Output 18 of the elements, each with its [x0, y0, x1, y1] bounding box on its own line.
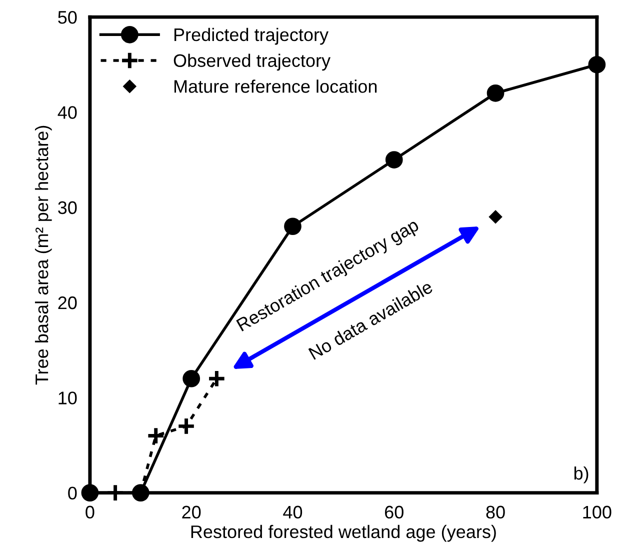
- y-tick-label: 40: [58, 106, 77, 119]
- x-tick-label: 40: [283, 506, 302, 519]
- y-tick-label: 50: [58, 10, 77, 24]
- legend-label: Mature reference location: [174, 80, 377, 93]
- x-tick-label: 60: [385, 506, 404, 519]
- y-tick-label: 20: [58, 296, 77, 310]
- x-tick-label: 0: [86, 506, 94, 519]
- annotation: b): [574, 466, 588, 484]
- x-tick-label: 80: [486, 506, 505, 519]
- legend-label: Predicted trajectory: [174, 28, 329, 45]
- y-axis-title: Tree basal area (m² per hectare): [34, 126, 52, 385]
- x-tick-label: 20: [182, 506, 201, 519]
- y-tick-label: 30: [58, 201, 77, 214]
- y-tick-label: 0: [68, 486, 77, 500]
- x-axis-title: Restored forested wetland age (years): [191, 524, 496, 542]
- legend-label: Observed trajectory: [174, 54, 331, 71]
- x-tick-label: 100: [583, 506, 612, 519]
- y-tick-label: 10: [58, 392, 77, 404]
